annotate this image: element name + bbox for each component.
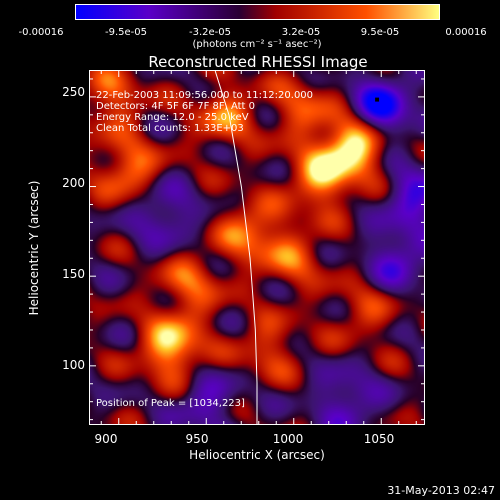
colorbar-tick-label: 9.5e-05 bbox=[360, 27, 400, 38]
y-tick-label: 200 bbox=[62, 176, 85, 190]
plot-overlay bbox=[214, 71, 380, 424]
y-axis-label: Heliocentric Y (arcsec) bbox=[27, 180, 41, 316]
peak-marker bbox=[375, 97, 380, 102]
x-tick-label: 1000 bbox=[272, 432, 304, 446]
colorbar-tick-label: -9.5e-05 bbox=[105, 27, 147, 38]
x-tick-label: 900 bbox=[94, 432, 118, 446]
rhessi-heatmap bbox=[90, 71, 424, 424]
clean-label: Clean Total counts: 1.33E+03 bbox=[96, 123, 244, 134]
detectors-label: Detectors: 4F 5F 6F 7F 8F, Att 0 bbox=[96, 101, 256, 112]
peak-position-label: Position of Peak = [1034,223] bbox=[96, 398, 245, 409]
y-tick-label: 250 bbox=[62, 85, 85, 99]
energy-range-label: Energy Range: 12.0 - 25.0 keV bbox=[96, 112, 249, 123]
x-tick-label: 1050 bbox=[363, 432, 395, 446]
image-plot-area: 22-Feb-2003 11:09:56.000 to 11:12:20.000… bbox=[89, 70, 425, 425]
colorbar-tick-label: 3.2e-05 bbox=[281, 27, 321, 38]
y-tick-label: 100 bbox=[62, 358, 85, 372]
colorbar-tick-label: 0.00016 bbox=[445, 27, 487, 38]
colorbar bbox=[75, 4, 440, 20]
colorbar-units: (photons cm⁻² s⁻¹ asec⁻²) bbox=[192, 39, 322, 50]
x-axis-label: Heliocentric X (arcsec) bbox=[189, 448, 325, 462]
render-timestamp: 31-May-2013 02:47 bbox=[387, 484, 495, 497]
plot-title: Reconstructed RHESSI Image bbox=[148, 53, 368, 71]
solar-limb-line bbox=[214, 71, 258, 424]
time-range-label: 22-Feb-2003 11:09:56.000 to 11:12:20.000 bbox=[96, 90, 314, 101]
colorbar-tick-label: -3.2e-05 bbox=[189, 27, 231, 38]
y-tick-label: 150 bbox=[62, 267, 85, 281]
colorbar-tick-label: -0.00016 bbox=[18, 27, 64, 38]
x-tick-label: 950 bbox=[185, 432, 209, 446]
